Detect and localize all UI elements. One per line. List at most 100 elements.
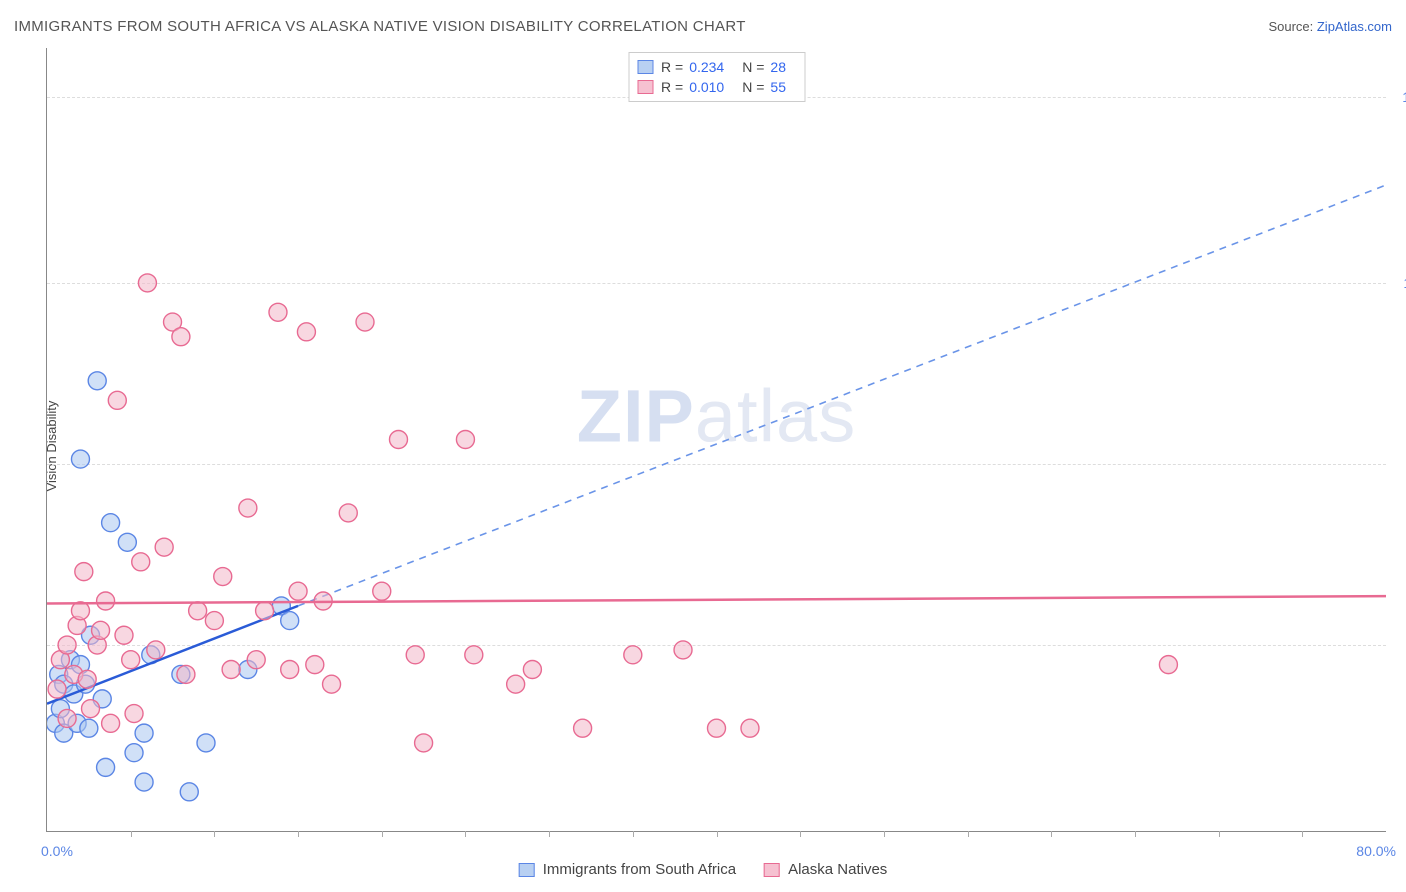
data-point bbox=[138, 274, 156, 292]
n-value: 55 bbox=[770, 77, 786, 97]
data-point bbox=[58, 709, 76, 727]
data-point bbox=[389, 431, 407, 449]
data-point bbox=[172, 328, 190, 346]
data-point bbox=[281, 661, 299, 679]
data-point bbox=[135, 773, 153, 791]
data-point bbox=[222, 661, 240, 679]
data-point bbox=[456, 431, 474, 449]
data-point bbox=[741, 719, 759, 737]
data-point bbox=[197, 734, 215, 752]
legend-label: Alaska Natives bbox=[788, 861, 887, 878]
data-point bbox=[92, 621, 110, 639]
data-point bbox=[135, 724, 153, 742]
data-point bbox=[189, 602, 207, 620]
x-tick bbox=[549, 831, 550, 837]
y-tick-label: 15.0% bbox=[1402, 89, 1406, 105]
x-tick bbox=[214, 831, 215, 837]
n-label: N = bbox=[742, 77, 764, 97]
data-point bbox=[323, 675, 341, 693]
data-point bbox=[132, 553, 150, 571]
source-attribution: Source: ZipAtlas.com bbox=[1268, 19, 1392, 34]
trend-line-extrapolated bbox=[298, 185, 1386, 606]
legend-swatch bbox=[764, 863, 780, 877]
data-point bbox=[289, 582, 307, 600]
data-point bbox=[297, 323, 315, 341]
data-point bbox=[624, 646, 642, 664]
chart-title: IMMIGRANTS FROM SOUTH AFRICA VS ALASKA N… bbox=[14, 18, 746, 35]
x-tick bbox=[633, 831, 634, 837]
x-tick bbox=[1302, 831, 1303, 837]
x-tick bbox=[1051, 831, 1052, 837]
data-point bbox=[118, 533, 136, 551]
data-point bbox=[177, 665, 195, 683]
data-point bbox=[465, 646, 483, 664]
trend-line bbox=[47, 596, 1386, 603]
data-point bbox=[115, 626, 133, 644]
data-point bbox=[281, 612, 299, 630]
legend-label: Immigrants from South Africa bbox=[543, 861, 736, 878]
x-tick bbox=[717, 831, 718, 837]
data-point bbox=[1159, 656, 1177, 674]
data-point bbox=[147, 641, 165, 659]
x-tick bbox=[1219, 831, 1220, 837]
data-point bbox=[122, 651, 140, 669]
n-value: 28 bbox=[770, 57, 786, 77]
data-point bbox=[247, 651, 265, 669]
data-point bbox=[256, 602, 274, 620]
data-point bbox=[155, 538, 173, 556]
data-point bbox=[82, 700, 100, 718]
n-label: N = bbox=[742, 57, 764, 77]
x-tick bbox=[465, 831, 466, 837]
data-point bbox=[339, 504, 357, 522]
data-point bbox=[269, 303, 287, 321]
data-point bbox=[97, 592, 115, 610]
data-point bbox=[180, 783, 198, 801]
legend-row: R = 0.234 N = 28 bbox=[637, 57, 796, 77]
data-point bbox=[80, 719, 98, 737]
data-point bbox=[102, 514, 120, 532]
data-point bbox=[674, 641, 692, 659]
legend-item: Immigrants from South Africa bbox=[519, 861, 736, 878]
data-point bbox=[523, 661, 541, 679]
legend-swatch bbox=[637, 80, 653, 94]
x-tick bbox=[298, 831, 299, 837]
data-point bbox=[306, 656, 324, 674]
data-point bbox=[108, 391, 126, 409]
data-point bbox=[507, 675, 525, 693]
data-point bbox=[102, 714, 120, 732]
x-tick-label: 0.0% bbox=[41, 843, 73, 859]
data-point bbox=[75, 563, 93, 581]
source-link[interactable]: ZipAtlas.com bbox=[1317, 19, 1392, 34]
data-point bbox=[415, 734, 433, 752]
data-point bbox=[71, 450, 89, 468]
x-tick bbox=[800, 831, 801, 837]
data-point bbox=[239, 499, 257, 517]
r-label: R = bbox=[661, 57, 683, 77]
data-point bbox=[356, 313, 374, 331]
scatter-plot: ZIPatlas R =0.234N =28R =0.010N =55 3.8%… bbox=[46, 48, 1386, 832]
legend-swatch bbox=[637, 60, 653, 74]
r-value: 0.010 bbox=[689, 77, 724, 97]
data-point bbox=[708, 719, 726, 737]
data-point bbox=[78, 670, 96, 688]
legend-swatch bbox=[519, 863, 535, 877]
data-point bbox=[574, 719, 592, 737]
x-tick bbox=[131, 831, 132, 837]
r-value: 0.234 bbox=[689, 57, 724, 77]
x-tick bbox=[884, 831, 885, 837]
x-tick bbox=[968, 831, 969, 837]
data-point bbox=[205, 612, 223, 630]
data-point bbox=[214, 568, 232, 586]
data-point bbox=[125, 744, 143, 762]
data-point bbox=[58, 636, 76, 654]
data-point bbox=[125, 705, 143, 723]
x-tick bbox=[1135, 831, 1136, 837]
data-point bbox=[97, 758, 115, 776]
x-tick-label: 80.0% bbox=[1356, 843, 1396, 859]
series-legend: Immigrants from South Africa Alaska Nativ… bbox=[519, 861, 888, 878]
x-tick bbox=[382, 831, 383, 837]
r-label: R = bbox=[661, 77, 683, 97]
legend-item: Alaska Natives bbox=[764, 861, 887, 878]
data-point bbox=[373, 582, 391, 600]
data-point bbox=[406, 646, 424, 664]
